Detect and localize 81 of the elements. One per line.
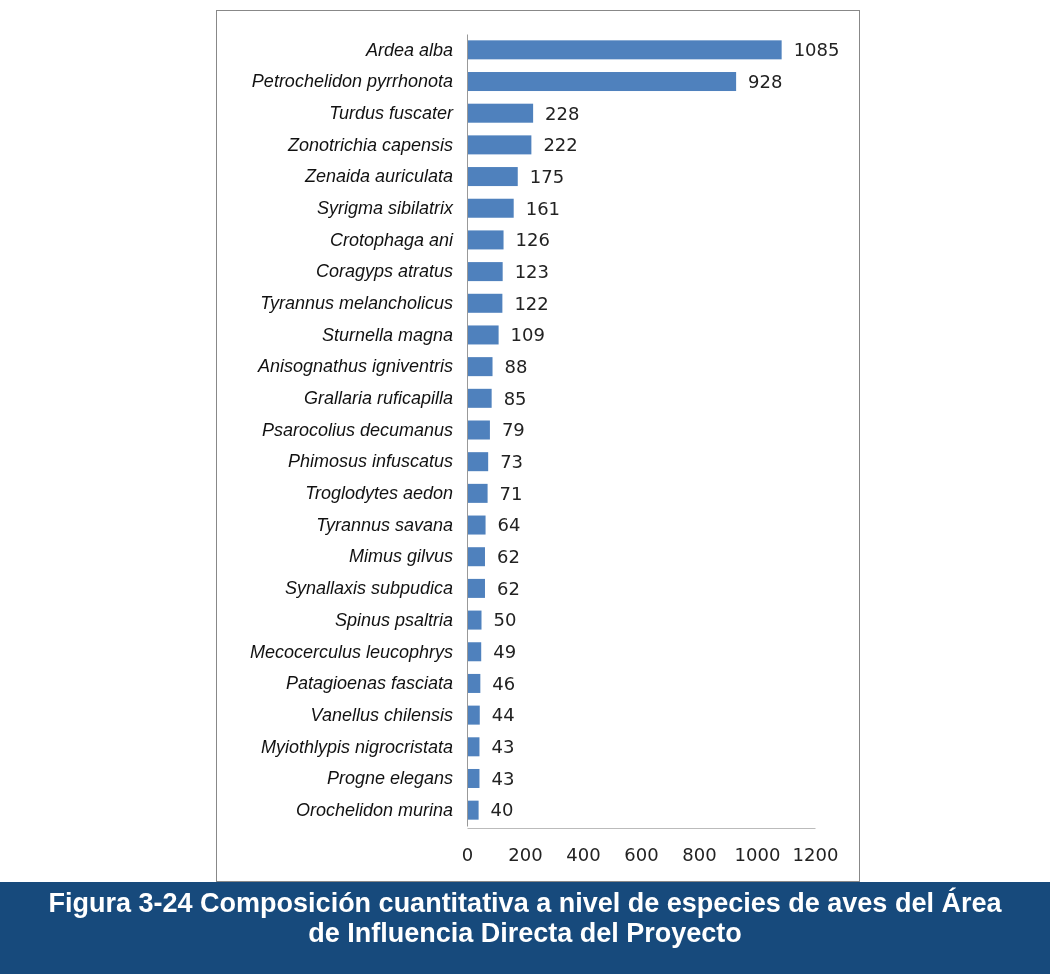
y-tick-label: Synallaxis subpudica (284, 578, 453, 599)
y-tick-label: Myiothlypis nigrocristata (260, 736, 453, 757)
x-tick-label: 1000 (734, 843, 781, 865)
data-label: 126 (515, 229, 550, 251)
y-tick-label: Zenaida auriculata (303, 166, 453, 187)
data-label: 928 (748, 70, 783, 92)
data-label: 88 (504, 355, 528, 377)
bar (467, 673, 481, 693)
bar (467, 515, 486, 535)
bar (467, 388, 492, 408)
y-tick-label: Grallaria ruficapilla (303, 388, 453, 409)
data-label: 71 (499, 482, 523, 504)
text: Figura 3-24 Composición cuantitativa a nivel de especies de aves del Área de Influencia Directa del Proyecto (47, 888, 1003, 948)
y-tick-label: Mecocerculus leucophrys (249, 641, 453, 662)
data-label: 85 (503, 387, 527, 409)
y-tick-label: Tyrannus melancholicus (260, 293, 453, 314)
y-tick-label: Sturnella magna (321, 324, 453, 345)
x-tick-label: 200 (508, 843, 543, 865)
y-tick-label: Phimosus infuscatus (287, 451, 453, 472)
data-label: 222 (543, 134, 578, 156)
bar (467, 578, 485, 598)
bar (467, 167, 518, 187)
data-label: 1085 (793, 39, 840, 61)
x-tick-label: 600 (624, 843, 659, 865)
y-tick-label: Patagioenas fasciata (285, 673, 453, 694)
bar (467, 800, 479, 820)
bar (467, 547, 485, 567)
data-label: 62 (496, 546, 520, 568)
y-tick-label: Anisognathus igniventris (256, 356, 453, 377)
y-tick-label: Orochelidon murina (295, 799, 453, 820)
data-label: 43 (491, 767, 515, 789)
data-label: 43 (491, 736, 515, 758)
x-tick-label: 0 (461, 843, 474, 865)
x-tick-label: 800 (682, 843, 717, 865)
data-label: 79 (501, 419, 525, 441)
data-label: 44 (491, 704, 515, 726)
data-label: 62 (496, 577, 520, 599)
bar (467, 420, 490, 440)
bar (467, 705, 480, 725)
y-tick-label: Progne elegans (326, 768, 453, 789)
bar (467, 135, 532, 155)
bar (467, 72, 737, 92)
y-tick-label: Spinus psaltria (334, 609, 453, 630)
data-label: 73 (500, 450, 524, 472)
bar (467, 610, 482, 630)
bar (467, 262, 503, 282)
bar (467, 103, 534, 123)
data-label: 161 (525, 197, 561, 219)
y-tick-label: Syrigma sibilatrix (316, 198, 454, 218)
y-tick-label: Crotophaga ani (329, 229, 454, 250)
y-tick-label: Vanellus chilensis (310, 704, 453, 725)
data-label: 50 (493, 609, 517, 631)
data-label: 175 (529, 165, 565, 187)
y-tick-label: Coragyps atratus (315, 261, 453, 282)
y-tick-label: Troglodytes aedon (305, 483, 453, 504)
x-tick-label: 400 (566, 843, 601, 865)
y-tick-label: Petrochelidon pyrrhonota (251, 71, 453, 92)
y-tick-label: Psarocolius decumanus (261, 419, 453, 440)
y-tick-label: Mimus gilvus (348, 546, 453, 567)
data-label: 64 (497, 514, 521, 536)
bar (467, 198, 514, 218)
y-tick-label: Ardea alba (364, 39, 453, 60)
bar (467, 293, 503, 313)
bar (467, 230, 504, 250)
bar (467, 357, 493, 377)
y-tick-label: Turdus fuscater (329, 102, 454, 123)
bar (467, 325, 499, 345)
bar (467, 40, 782, 60)
y-tick-label: Zonotrichia capensis (286, 134, 453, 155)
data-label: 49 (493, 641, 517, 663)
x-tick-label: 1200 (792, 843, 839, 865)
bar (467, 483, 488, 503)
data-label: 123 (514, 260, 550, 282)
data-label: 46 (492, 672, 516, 694)
y-tick-label: Tyrannus savana (316, 514, 453, 535)
data-label: 109 (510, 324, 545, 346)
bar (467, 642, 482, 662)
data-label: 40 (490, 799, 514, 821)
data-label: 228 (545, 102, 580, 124)
data-label: 122 (514, 292, 549, 314)
bar (467, 452, 489, 472)
